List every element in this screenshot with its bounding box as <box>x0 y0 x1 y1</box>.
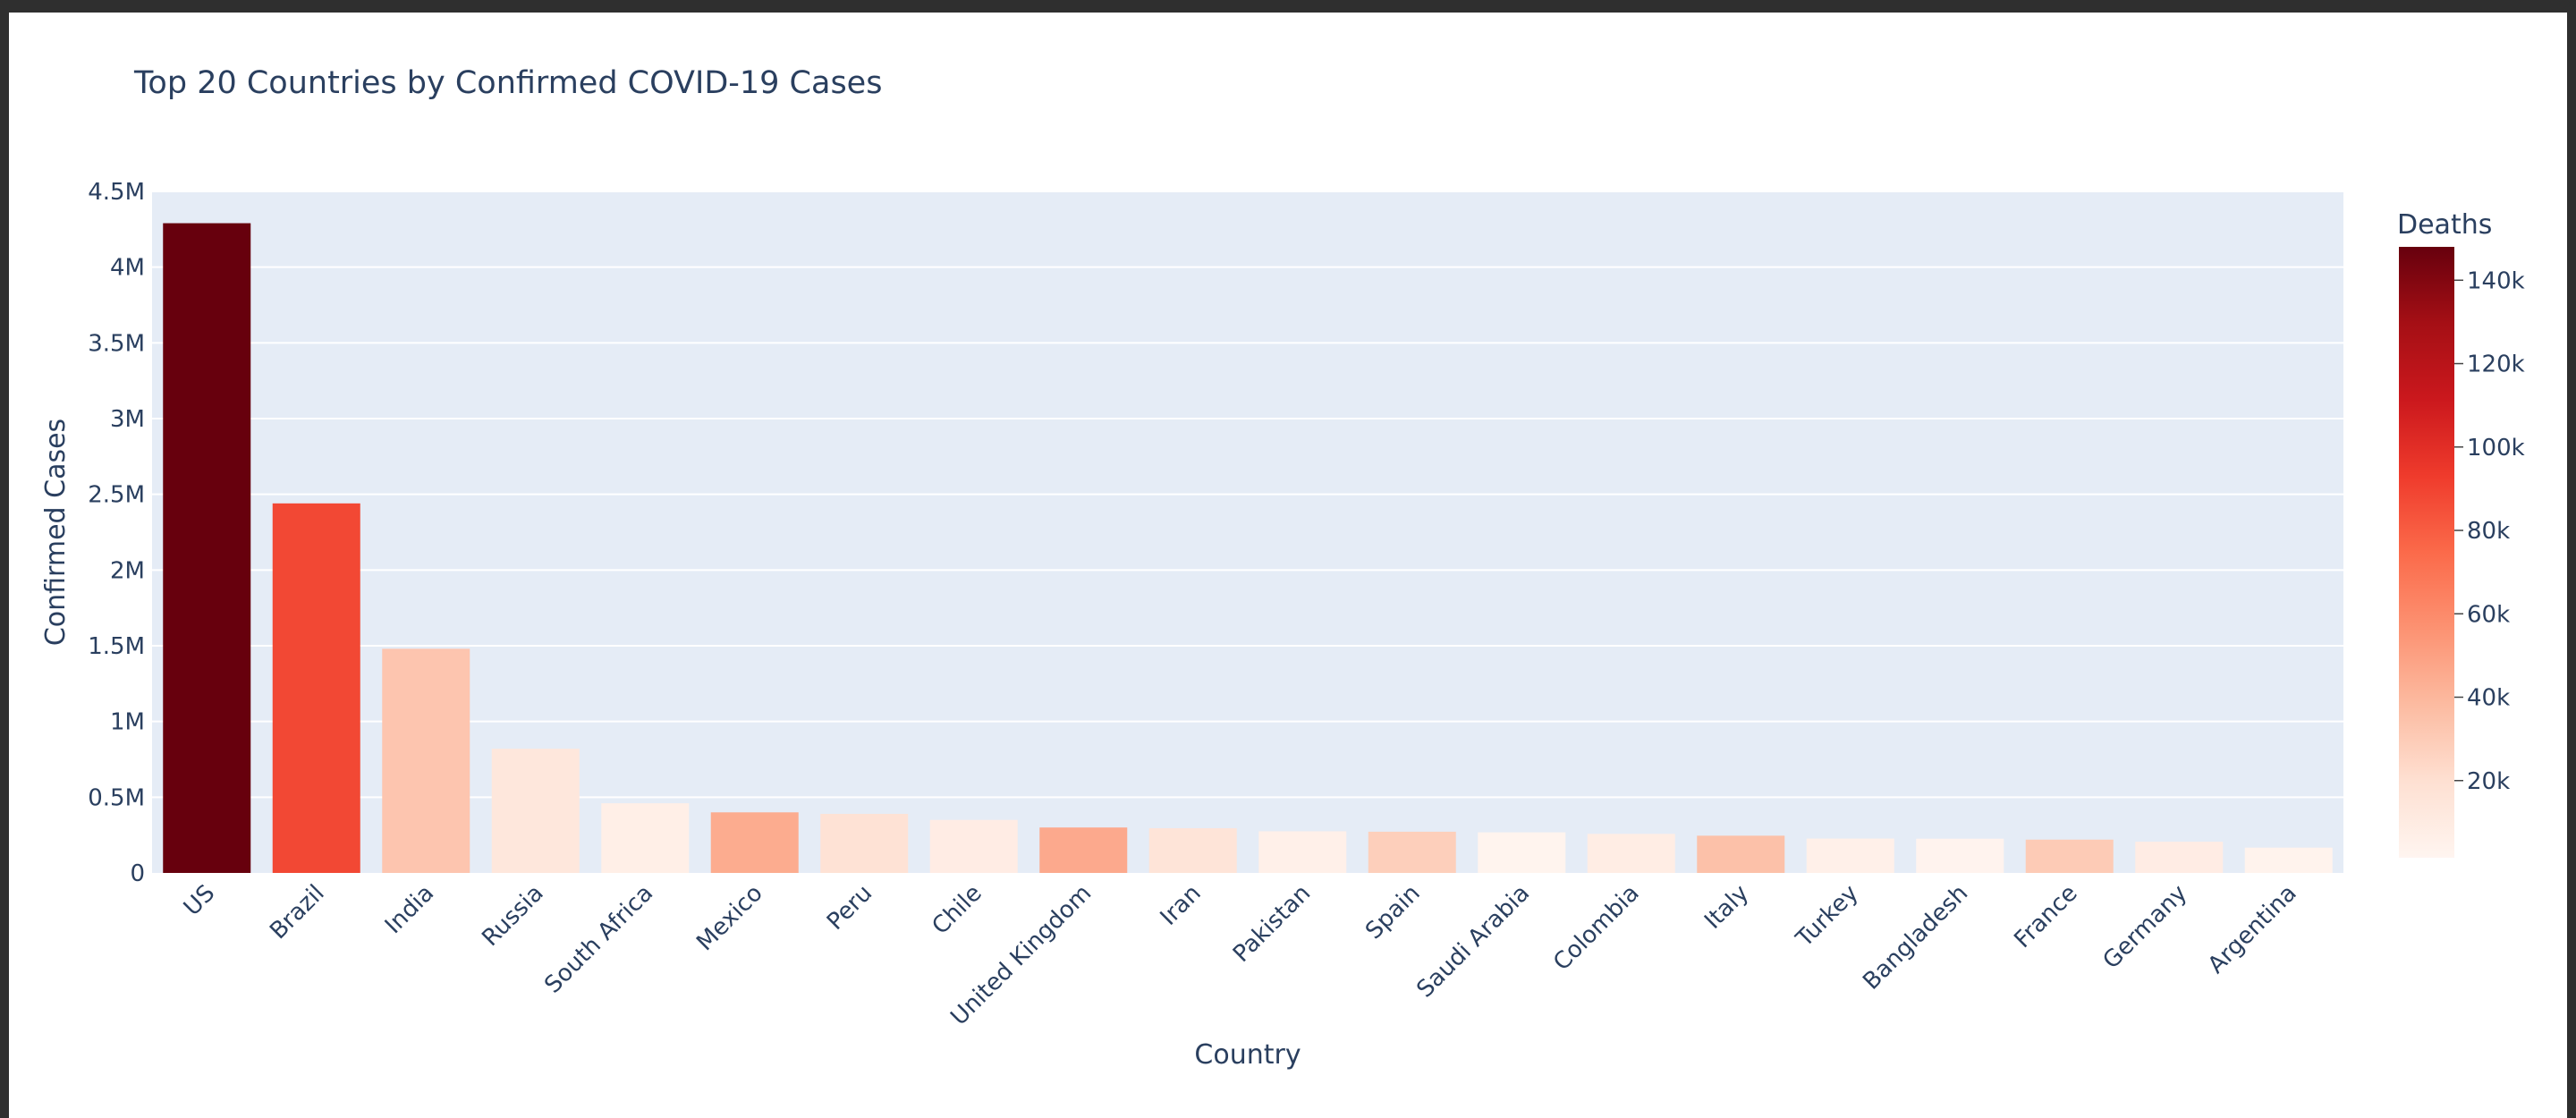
bars <box>163 223 2333 873</box>
x-tick-label: Colombia <box>1548 880 1645 977</box>
x-tick-label: India <box>380 880 439 939</box>
y-tick-label: 0 <box>130 860 145 887</box>
y-tick-label: 2M <box>110 557 145 584</box>
colorbar-tick-label: 120k <box>2467 351 2525 378</box>
bar[interactable] <box>1478 832 1566 873</box>
bar[interactable] <box>2244 847 2333 873</box>
x-tick-label: France <box>2009 880 2082 953</box>
x-tick-label: US <box>179 880 220 921</box>
x-tick-label: Iran <box>1156 880 1207 931</box>
x-axis-title: Country <box>1194 1039 1301 1071</box>
x-tick-label: Brazil <box>265 880 330 945</box>
chart-frame: Top 20 Countries by Confirmed COVID-19 C… <box>9 13 2567 1118</box>
y-tick-label: 4M <box>110 255 145 282</box>
y-tick-label: 3M <box>110 406 145 433</box>
colorbar <box>2399 247 2454 858</box>
x-tick-label: South Africa <box>539 880 658 999</box>
y-tick-labels: 0 0.5M 1M 1.5M 2M 2.5M 3M 3.5M 4M 4.5M <box>88 179 145 887</box>
bar[interactable] <box>272 503 360 873</box>
y-tick-label: 2.5M <box>88 482 145 509</box>
x-tick-label: Saudi Arabia <box>1411 880 1535 1004</box>
y-axis-title: Confirmed Cases <box>40 419 72 646</box>
bar[interactable] <box>1806 838 1894 873</box>
bar[interactable] <box>820 813 909 873</box>
colorbar-title: Deaths <box>2397 209 2492 241</box>
bar[interactable] <box>382 648 470 873</box>
y-tick-label: 0.5M <box>88 784 145 811</box>
colorbar-tick-label: 140k <box>2467 267 2525 294</box>
bar[interactable] <box>163 223 251 873</box>
x-tick-label: Chile <box>927 880 987 940</box>
y-tick-label: 1M <box>110 709 145 736</box>
y-tick-label: 4.5M <box>88 179 145 206</box>
colorbar-tick-label: 40k <box>2467 685 2510 712</box>
x-tick-label: Russia <box>477 880 548 952</box>
x-tick-label: Spain <box>1360 880 1426 945</box>
colorbar-tick-label: 100k <box>2467 435 2525 462</box>
colorbar-tick-label: 20k <box>2467 768 2510 795</box>
y-tick-label: 1.5M <box>88 633 145 660</box>
chart-title: Top 20 Countries by Confirmed COVID-19 C… <box>133 65 882 101</box>
bar[interactable] <box>1039 827 1128 873</box>
plot-area <box>152 191 2343 873</box>
x-tick-label: Bangladesh <box>1858 880 1973 995</box>
bar-chart: Top 20 Countries by Confirmed COVID-19 C… <box>40 65 2525 1071</box>
bar[interactable] <box>1587 834 1675 873</box>
bar[interactable] <box>1148 828 1237 873</box>
bar[interactable] <box>601 803 690 873</box>
colorbar-tick-label: 80k <box>2467 518 2510 545</box>
bar[interactable] <box>1916 838 2004 873</box>
x-tick-label: Turkey <box>1791 880 1864 953</box>
bar[interactable] <box>2025 839 2114 873</box>
x-tick-label: Italy <box>1699 880 1754 935</box>
bar[interactable] <box>929 819 1018 873</box>
y-gridlines <box>152 191 2343 799</box>
bar[interactable] <box>1258 831 1347 873</box>
colorbar-tick-labels: 20k 40k 60k 80k 100k 120k 140k <box>2454 267 2525 795</box>
colorbar-tick-label: 60k <box>2467 601 2510 628</box>
x-tick-label: Pakistan <box>1228 880 1316 968</box>
x-tick-label: Argentina <box>2203 880 2302 979</box>
bar[interactable] <box>1697 835 1785 873</box>
x-tick-label: Germany <box>2097 880 2192 975</box>
bar[interactable] <box>2135 842 2224 873</box>
y-tick-label: 3.5M <box>88 330 145 357</box>
bar[interactable] <box>710 812 799 873</box>
bar[interactable] <box>491 749 580 873</box>
bar[interactable] <box>1368 831 1456 873</box>
x-tick-label: Mexico <box>691 880 767 956</box>
x-tick-label: Peru <box>822 880 877 936</box>
